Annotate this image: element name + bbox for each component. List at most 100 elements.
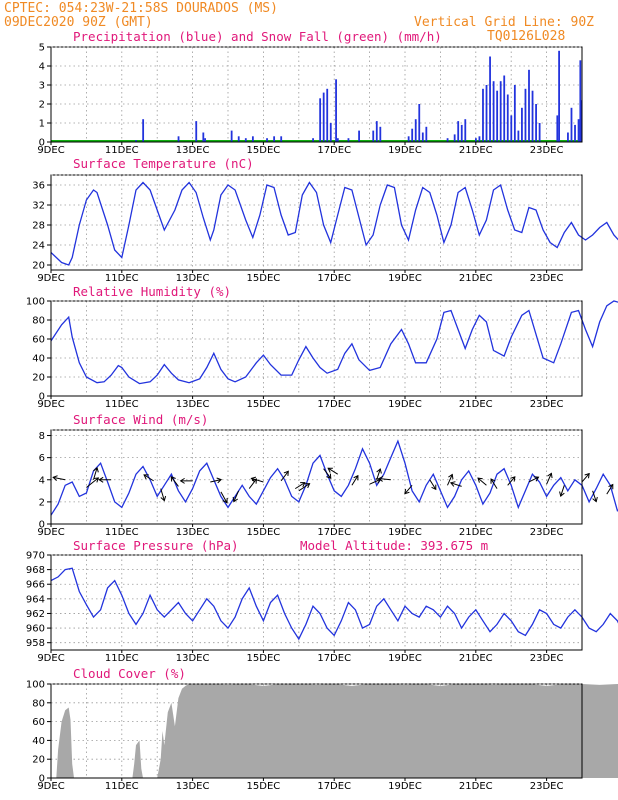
- x-tick-label: 23DEC: [530, 399, 564, 410]
- wind-arrow: [93, 467, 98, 480]
- panel-5: 0 20 40 60 80 100 9DEC 11DEC 13DEC 15DEC 17DEC 19DE…: [26, 680, 618, 792]
- precip-bar: [499, 81, 502, 142]
- x-tick-label: 11DEC: [105, 653, 139, 664]
- y-tick-label: 962: [26, 609, 45, 620]
- precip-bar: [230, 130, 233, 142]
- wind-arrow-head: [448, 473, 454, 480]
- precip-bar: [418, 104, 421, 142]
- y-tick-label: 960: [26, 624, 45, 635]
- precip-bar: [464, 119, 467, 142]
- y-tick-label: 0: [39, 520, 45, 531]
- header-model-id: TQ0126L028: [487, 29, 565, 44]
- precip-bar: [524, 88, 527, 142]
- x-tick-label: 21DEC: [459, 781, 493, 792]
- precip-bar: [202, 132, 205, 142]
- wind-arrow-head: [170, 476, 176, 482]
- precip-bar: [142, 119, 145, 142]
- precip-bar: [503, 75, 506, 142]
- wind-arrow-head: [160, 495, 167, 502]
- panel-4: 958 960 962 964 966 968 970 9DEC 11DEC 13DEC 15DEC…: [26, 551, 618, 664]
- x-tick-label: 11DEC: [105, 399, 139, 410]
- panel-annotation-altitude: Model Altitude: 393.675 m: [300, 538, 488, 553]
- y-tick-label: 100: [26, 680, 45, 691]
- y-tick-label: 4: [39, 475, 45, 486]
- precip-bar: [558, 50, 560, 142]
- wind-arrow-head: [449, 481, 456, 487]
- wind-arrow: [447, 474, 453, 486]
- x-tick-label: 9DEC: [37, 653, 64, 664]
- wind-arrow: [429, 479, 437, 490]
- wind-arrow: [86, 477, 99, 488]
- panel-frame: [50, 46, 583, 143]
- wind-arrow: [280, 470, 289, 482]
- y-tick-label: 80: [32, 698, 45, 709]
- x-tick-label: 9DEC: [37, 273, 64, 284]
- precip-bar: [577, 119, 580, 142]
- precip-bar: [535, 104, 537, 142]
- x-tick-label: 21DEC: [459, 399, 493, 410]
- wind-arrow: [351, 475, 359, 486]
- wind-arrow: [170, 476, 179, 487]
- precip-bar: [379, 126, 382, 142]
- precip-bar: [475, 138, 477, 142]
- y-tick-label: 966: [26, 580, 45, 591]
- y-tick-label: 20: [32, 755, 45, 766]
- x-tick-label: 9DEC: [37, 399, 64, 410]
- precip-bar: [457, 121, 460, 142]
- precip-bar: [135, 140, 137, 142]
- header-run-date: 09DEC2020 90Z (GMT): [4, 15, 153, 30]
- precip-bar: [244, 138, 247, 142]
- y-tick-label: 3: [39, 81, 45, 92]
- wind-arrow: [248, 478, 257, 489]
- wind-arrow-head: [232, 496, 239, 503]
- precip-bar: [411, 128, 414, 142]
- precip-bar: [460, 124, 463, 142]
- wind-arrow-head: [98, 476, 104, 483]
- x-tick-label: 19DEC: [388, 145, 422, 156]
- y-tick-label: 2: [39, 100, 45, 111]
- wind-arrow: [404, 484, 413, 495]
- precip-bar: [492, 81, 495, 142]
- x-tick-label: 23DEC: [530, 273, 564, 284]
- wind-arrow-head: [300, 482, 306, 488]
- y-tick-label: 60: [32, 335, 45, 346]
- wind-arrow-head: [222, 497, 228, 504]
- x-tick-label: 19DEC: [388, 399, 422, 410]
- series-line: [50, 567, 618, 641]
- panel-title-wind: Surface Wind (m/s): [73, 412, 208, 427]
- panel-frame: [50, 300, 583, 397]
- x-tick-label: 17DEC: [317, 273, 351, 284]
- y-tick-label: 28: [32, 221, 45, 232]
- x-tick-label: 15DEC: [247, 145, 281, 156]
- wind-arrow-head: [179, 477, 185, 484]
- panel-title-temperature: Surface Temperature (nC): [73, 156, 254, 171]
- wind-arrow: [477, 477, 487, 486]
- y-tick-label: 40: [32, 736, 45, 747]
- y-tick-label: 970: [26, 551, 45, 562]
- series-line: [50, 300, 618, 385]
- precip-bar: [251, 136, 254, 142]
- x-tick-label: 15DEC: [247, 653, 281, 664]
- wind-arrow: [606, 484, 614, 495]
- panel-3: 0 2 4 6 8 9DEC 11DEC 13DEC 15DEC 17DEC 19DEC 21DEC 2…: [37, 429, 618, 538]
- precip-bar: [347, 138, 350, 142]
- y-tick-label: 36: [32, 181, 45, 192]
- x-tick-label: 21DEC: [459, 145, 493, 156]
- precip-bar: [280, 136, 283, 142]
- x-tick-label: 11DEC: [105, 145, 139, 156]
- precip-bar: [375, 121, 378, 142]
- wind-arrow-head: [283, 470, 289, 477]
- x-tick-label: 13DEC: [176, 781, 210, 792]
- wind-arrow-head: [490, 478, 496, 484]
- panel-title-precipitation: Precipitation (blue) and Snow Fall (gree…: [73, 29, 442, 44]
- precip-bar: [485, 85, 488, 142]
- wind-arrow-head: [52, 475, 58, 481]
- wind-arrow: [507, 476, 516, 486]
- wind-arrow: [327, 467, 339, 475]
- x-tick-label: 23DEC: [530, 527, 564, 538]
- wind-arrow-head: [608, 483, 614, 490]
- y-tick-label: 6: [39, 453, 45, 464]
- precip-bar: [421, 132, 424, 142]
- precip-bar: [425, 126, 428, 142]
